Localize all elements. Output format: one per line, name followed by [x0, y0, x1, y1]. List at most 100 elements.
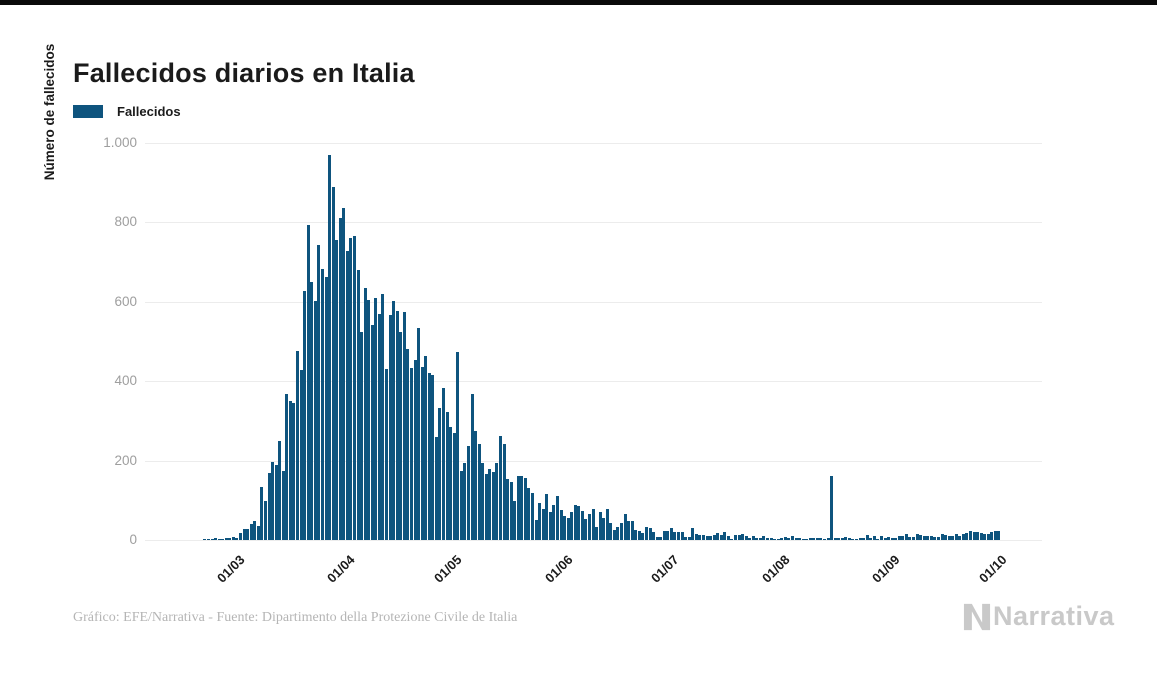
bar[interactable]	[687, 536, 691, 540]
bar[interactable]	[588, 514, 591, 540]
bar[interactable]	[203, 539, 207, 540]
bar[interactable]	[840, 538, 844, 540]
bar[interactable]	[669, 528, 673, 540]
bar[interactable]	[442, 388, 446, 540]
bar[interactable]	[783, 536, 787, 540]
bar[interactable]	[890, 537, 894, 540]
bar[interactable]	[648, 528, 652, 540]
bar[interactable]	[694, 534, 698, 540]
bar[interactable]	[823, 538, 826, 540]
bar[interactable]	[495, 462, 499, 540]
bar[interactable]	[958, 535, 962, 540]
bar[interactable]	[210, 539, 214, 540]
bar[interactable]	[263, 501, 267, 540]
bar[interactable]	[929, 536, 933, 540]
bar[interactable]	[986, 533, 990, 540]
bar[interactable]	[644, 526, 648, 540]
bar[interactable]	[894, 537, 898, 540]
bar[interactable]	[541, 509, 545, 540]
bar[interactable]	[360, 331, 364, 540]
bar[interactable]	[520, 476, 524, 540]
bar[interactable]	[983, 533, 987, 540]
bar[interactable]	[534, 520, 538, 540]
bar[interactable]	[869, 537, 873, 540]
bar[interactable]	[363, 287, 367, 540]
bar[interactable]	[306, 225, 310, 540]
bar[interactable]	[292, 403, 296, 540]
bar[interactable]	[993, 530, 997, 540]
bar[interactable]	[773, 538, 777, 540]
bar[interactable]	[726, 535, 730, 540]
bar[interactable]	[239, 532, 243, 540]
bar[interactable]	[406, 348, 410, 540]
bar[interactable]	[278, 440, 282, 540]
bar[interactable]	[698, 535, 702, 540]
bar[interactable]	[235, 538, 239, 540]
bar[interactable]	[580, 511, 584, 540]
bar[interactable]	[356, 269, 360, 540]
bar[interactable]	[951, 535, 955, 540]
bar[interactable]	[274, 464, 278, 540]
bar[interactable]	[808, 537, 812, 540]
bar[interactable]	[851, 538, 855, 540]
bar[interactable]	[616, 526, 620, 540]
bar[interactable]	[502, 443, 506, 540]
bar[interactable]	[922, 536, 926, 540]
bar[interactable]	[331, 187, 335, 540]
bar[interactable]	[260, 487, 264, 540]
bar[interactable]	[281, 470, 285, 540]
bar[interactable]	[427, 373, 431, 540]
bar[interactable]	[555, 495, 559, 540]
bar[interactable]	[399, 331, 403, 540]
bar[interactable]	[491, 471, 495, 540]
bar[interactable]	[741, 534, 745, 540]
bar[interactable]	[538, 503, 542, 540]
bar[interactable]	[979, 533, 983, 540]
bar[interactable]	[577, 506, 581, 540]
bar[interactable]	[837, 538, 841, 540]
bar[interactable]	[879, 536, 883, 540]
bar[interactable]	[288, 401, 292, 540]
bar[interactable]	[630, 520, 634, 540]
bar[interactable]	[887, 536, 891, 540]
bar[interactable]	[548, 512, 552, 540]
bar[interactable]	[303, 291, 307, 540]
bar[interactable]	[659, 536, 663, 540]
bar[interactable]	[684, 537, 688, 540]
bar[interactable]	[990, 532, 994, 540]
bar[interactable]	[855, 538, 859, 540]
bar[interactable]	[947, 536, 951, 540]
bar[interactable]	[570, 511, 574, 540]
bar[interactable]	[612, 529, 616, 540]
bar[interactable]	[733, 534, 737, 540]
bar[interactable]	[310, 281, 314, 540]
bar[interactable]	[844, 537, 848, 540]
bar[interactable]	[591, 508, 595, 540]
bar[interactable]	[381, 294, 385, 540]
bar[interactable]	[466, 446, 470, 540]
bar[interactable]	[598, 511, 602, 540]
bar[interactable]	[488, 468, 492, 540]
bar[interactable]	[912, 536, 916, 540]
bar[interactable]	[655, 536, 659, 540]
bar[interactable]	[865, 534, 869, 540]
bar[interactable]	[328, 155, 332, 540]
bar[interactable]	[498, 435, 502, 540]
bar[interactable]	[609, 522, 613, 540]
bar[interactable]	[701, 535, 705, 540]
bar[interactable]	[716, 533, 720, 540]
bar[interactable]	[769, 537, 773, 540]
bar[interactable]	[862, 538, 866, 540]
bar[interactable]	[997, 530, 1001, 540]
bar[interactable]	[723, 532, 727, 540]
bar[interactable]	[367, 300, 371, 540]
bar[interactable]	[513, 500, 517, 540]
bar[interactable]	[755, 538, 759, 540]
bar[interactable]	[790, 536, 794, 540]
bar[interactable]	[552, 505, 556, 540]
bar[interactable]	[944, 535, 948, 540]
bar[interactable]	[705, 536, 709, 540]
bar[interactable]	[463, 462, 467, 540]
bar[interactable]	[798, 537, 802, 540]
bar[interactable]	[352, 235, 356, 540]
